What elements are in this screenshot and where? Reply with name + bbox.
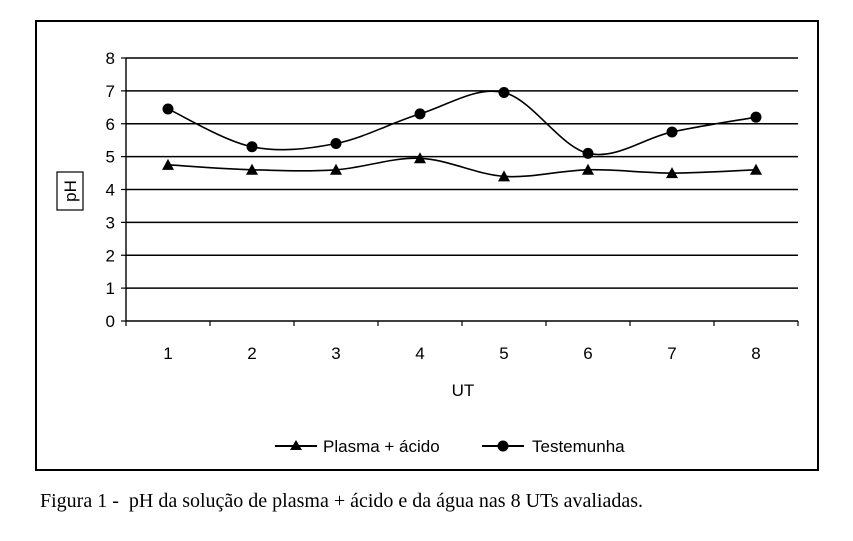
data-point-testemunha	[414, 108, 426, 120]
y-tick-label: 3	[106, 213, 115, 232]
data-point-testemunha	[330, 137, 342, 149]
data-point-plasma	[750, 163, 762, 175]
y-tick-label: 8	[106, 49, 115, 68]
data-point-plasma	[666, 167, 678, 179]
chart-frame: 0 1 2 3 4 5 6 7 8 1 2 3 4 5 6 7 8 pH UT Plasma + ácido T…	[35, 20, 819, 471]
x-tick-label: 2	[247, 344, 256, 363]
y-tick-label: 2	[106, 246, 115, 265]
x-tick-label: 6	[583, 344, 592, 363]
data-point-testemunha	[666, 126, 678, 138]
legend: Plasma + ácido Testemunha	[275, 437, 625, 456]
series-line-plasma	[167, 157, 757, 178]
data-point-plasma	[330, 163, 342, 175]
x-tick-label: 8	[751, 344, 760, 363]
data-point-plasma	[162, 158, 174, 170]
x-tick-label: 4	[415, 344, 424, 363]
axes: 0 1 2 3 4 5 6 7 8 1 2 3 4 5 6 7 8	[106, 49, 799, 363]
data-point-testemunha	[582, 147, 594, 159]
x-tick-label: 3	[331, 344, 340, 363]
gridlines	[126, 57, 798, 289]
data-point-testemunha	[750, 111, 762, 123]
y-axis-title-frame	[56, 171, 84, 211]
y-tick-label: 4	[106, 181, 115, 200]
y-axis-title-box: pH	[56, 171, 84, 211]
legend-marker-circle	[497, 440, 509, 452]
x-tick-label: 5	[499, 344, 508, 363]
y-tick-label: 7	[106, 82, 115, 101]
legend-marker-triangle	[290, 440, 302, 450]
data-point-plasma	[414, 152, 426, 164]
data-point-testemunha	[246, 141, 258, 153]
y-tick-label: 0	[106, 312, 115, 331]
data-point-plasma	[498, 170, 510, 182]
data-point-plasma	[582, 163, 594, 175]
x-tick-label: 7	[667, 344, 676, 363]
data-point-testemunha	[498, 87, 510, 99]
line-chart: 0 1 2 3 4 5 6 7 8 1 2 3 4 5 6 7 8 pH UT Plasma + ácido T…	[56, 49, 799, 456]
y-tick-label: 1	[106, 279, 115, 298]
data-point-testemunha	[162, 103, 174, 115]
y-tick-label: 5	[106, 148, 115, 167]
data-point-plasma	[246, 163, 258, 175]
y-tick-label: 6	[106, 115, 115, 134]
x-tick-label: 1	[163, 344, 172, 363]
series	[162, 87, 762, 182]
y-axis-title: pH	[61, 180, 80, 202]
x-axis-title: UT	[452, 381, 475, 400]
legend-label-plasma: Plasma + ácido	[323, 437, 440, 456]
figure-caption: Figura 1 - pH da solução de plasma + áci…	[40, 490, 644, 512]
series-line-testemunha	[167, 90, 757, 156]
legend-label-testemunha: Testemunha	[532, 437, 625, 456]
